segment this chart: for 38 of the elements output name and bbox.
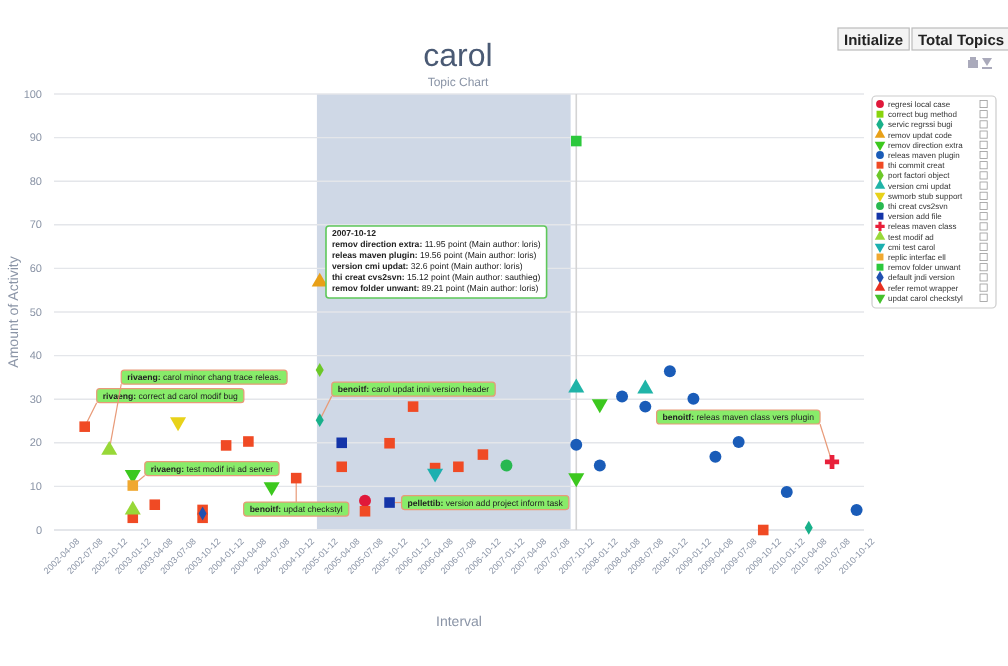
point <box>384 497 395 508</box>
point <box>663 365 676 378</box>
point <box>757 524 769 536</box>
point <box>311 272 328 287</box>
point <box>220 440 232 451</box>
point <box>359 494 371 507</box>
point <box>243 436 254 447</box>
point <box>732 435 745 448</box>
point <box>709 450 722 463</box>
point <box>79 421 90 432</box>
point <box>500 459 513 472</box>
point <box>427 468 444 483</box>
point <box>687 392 700 405</box>
point <box>637 379 654 394</box>
point <box>407 401 419 412</box>
point <box>591 399 608 414</box>
point <box>170 417 187 432</box>
point <box>568 378 585 393</box>
point <box>336 437 348 449</box>
point <box>568 473 585 488</box>
point <box>149 499 161 510</box>
point <box>263 482 280 497</box>
point <box>336 461 348 473</box>
point <box>359 505 371 517</box>
point <box>616 390 629 403</box>
point <box>850 503 863 516</box>
point <box>453 461 464 473</box>
point <box>570 135 582 147</box>
point <box>101 440 118 455</box>
point <box>127 480 139 491</box>
point <box>384 437 395 449</box>
point <box>593 459 606 472</box>
chart-title: carol <box>423 40 493 74</box>
point <box>639 400 652 413</box>
point <box>570 438 583 451</box>
point <box>780 486 793 499</box>
point <box>477 449 489 460</box>
point <box>124 500 141 515</box>
